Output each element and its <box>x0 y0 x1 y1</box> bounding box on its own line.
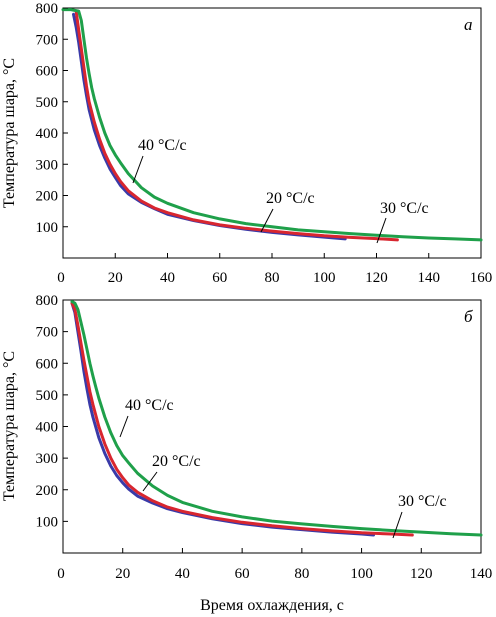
series-line-blue <box>70 301 375 537</box>
plot-frame <box>62 7 482 259</box>
y-tick-label: 200 <box>36 483 59 499</box>
x-tick-label: 60 <box>212 270 227 286</box>
y-tick-label: 800 <box>36 1 59 17</box>
y-tick-label: 100 <box>36 220 59 236</box>
x-axis-label: Время охлаждения, с <box>200 597 344 614</box>
series-line-green <box>70 300 483 537</box>
y-tick-label: 600 <box>36 356 59 372</box>
x-tick-label: 0 <box>57 270 65 286</box>
x-tick-label: 80 <box>294 566 309 582</box>
series-line-red <box>74 9 399 242</box>
y-tick-label: 100 <box>36 514 59 530</box>
y-tick-label: 300 <box>36 451 59 467</box>
panel-b: 100 200 300 400 500 600 700 800 0 20 40 60 80 100 120… <box>1 293 492 614</box>
x-tick-label: 120 <box>365 270 388 286</box>
x-tick-label: 80 <box>265 270 280 286</box>
y-tick-label: 800 <box>36 293 59 309</box>
x-tick-label: 20 <box>115 566 130 582</box>
annotation-30: 30 °С/с <box>380 200 429 217</box>
x-tick-label: 20 <box>108 270 123 286</box>
annotation-20: 20 °С/с <box>266 190 315 207</box>
x-tick-labels: 0 20 40 60 80 100 120 140 <box>57 548 492 582</box>
annotation-leader <box>392 511 403 539</box>
y-tick-label: 400 <box>36 420 59 436</box>
x-tick-label: 40 <box>175 566 190 582</box>
x-tick-label: 160 <box>470 270 493 286</box>
annotation-30: 30 °С/с <box>398 493 447 510</box>
x-tick-label: 100 <box>350 566 373 582</box>
x-tick-label: 140 <box>470 566 493 582</box>
y-tick-labels: 100 200 300 400 500 600 700 800 <box>36 1 68 236</box>
series-line-green <box>61 8 483 242</box>
panel-a: 100 200 300 400 500 600 700 800 0 20 40 60 80 100 120… <box>1 1 492 286</box>
annotation-40: 40 °С/с <box>125 397 174 414</box>
annotation-20: 20 °С/с <box>152 453 201 470</box>
x-tick-labels: 0 20 40 60 80 100 120 140 160 <box>57 253 492 286</box>
x-tick-label: 140 <box>418 270 441 286</box>
y-tick-label: 500 <box>36 388 59 404</box>
y-tick-label: 500 <box>36 95 59 111</box>
y-tick-label: 600 <box>36 64 59 80</box>
x-tick-label: 100 <box>313 270 336 286</box>
annotation-leader <box>132 155 144 184</box>
x-tick-label: 40 <box>160 270 175 286</box>
annotation-40: 40 °С/с <box>138 137 187 154</box>
x-tick-label: 120 <box>410 566 433 582</box>
series-group <box>61 8 483 242</box>
y-tick-label: 200 <box>36 189 59 205</box>
series-group <box>70 300 483 537</box>
annotation-leader <box>376 217 387 244</box>
annotation-leader <box>260 208 274 233</box>
y-axis-label: Температура шара, °С <box>1 351 18 501</box>
plot-frame <box>62 299 482 554</box>
y-axis-label: Температура шара, °С <box>1 58 18 208</box>
x-tick-label: 60 <box>235 566 250 582</box>
series-line-red <box>70 301 414 537</box>
panel-label: а <box>464 15 473 34</box>
panel-label: б <box>464 307 473 326</box>
annotation-leader <box>142 471 158 492</box>
y-tick-label: 400 <box>36 126 59 142</box>
x-tick-label: 0 <box>57 566 65 582</box>
y-tick-labels: 100 200 300 400 500 600 700 800 <box>36 293 68 530</box>
y-tick-label: 700 <box>36 325 59 341</box>
y-tick-label: 700 <box>36 32 59 48</box>
annotation-leader <box>119 415 129 438</box>
y-tick-label: 300 <box>36 157 59 173</box>
